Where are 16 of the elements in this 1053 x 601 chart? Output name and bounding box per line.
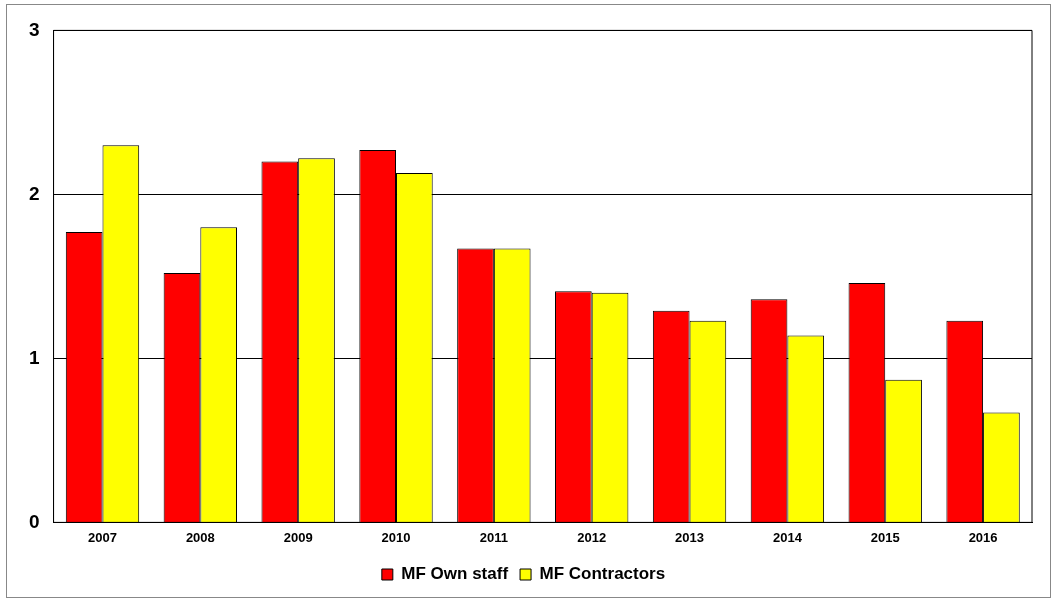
x-tick-label: 2009 [283, 529, 313, 545]
y-tick-label: 2 [28, 182, 40, 204]
x-tick-label: 2015 [870, 529, 900, 545]
y-tick-label: 0 [28, 510, 40, 532]
y-tick-label: 1 [28, 346, 40, 368]
x-tick-label: 2010 [381, 529, 411, 545]
x-tick-label: 2014 [772, 529, 803, 545]
x-tick-label: 2012 [577, 529, 607, 545]
x-tick-label: 2016 [968, 529, 998, 545]
y-tick-label: 3 [28, 18, 40, 40]
x-tick-label: 2007 [88, 529, 117, 545]
x-tick-label: 2011 [479, 529, 508, 545]
legend-label: MF Contractors [539, 564, 666, 584]
x-tick-label: 2013 [675, 529, 705, 545]
x-tick-label: 2008 [185, 529, 215, 545]
legend-label: MF Own staff [401, 564, 509, 584]
